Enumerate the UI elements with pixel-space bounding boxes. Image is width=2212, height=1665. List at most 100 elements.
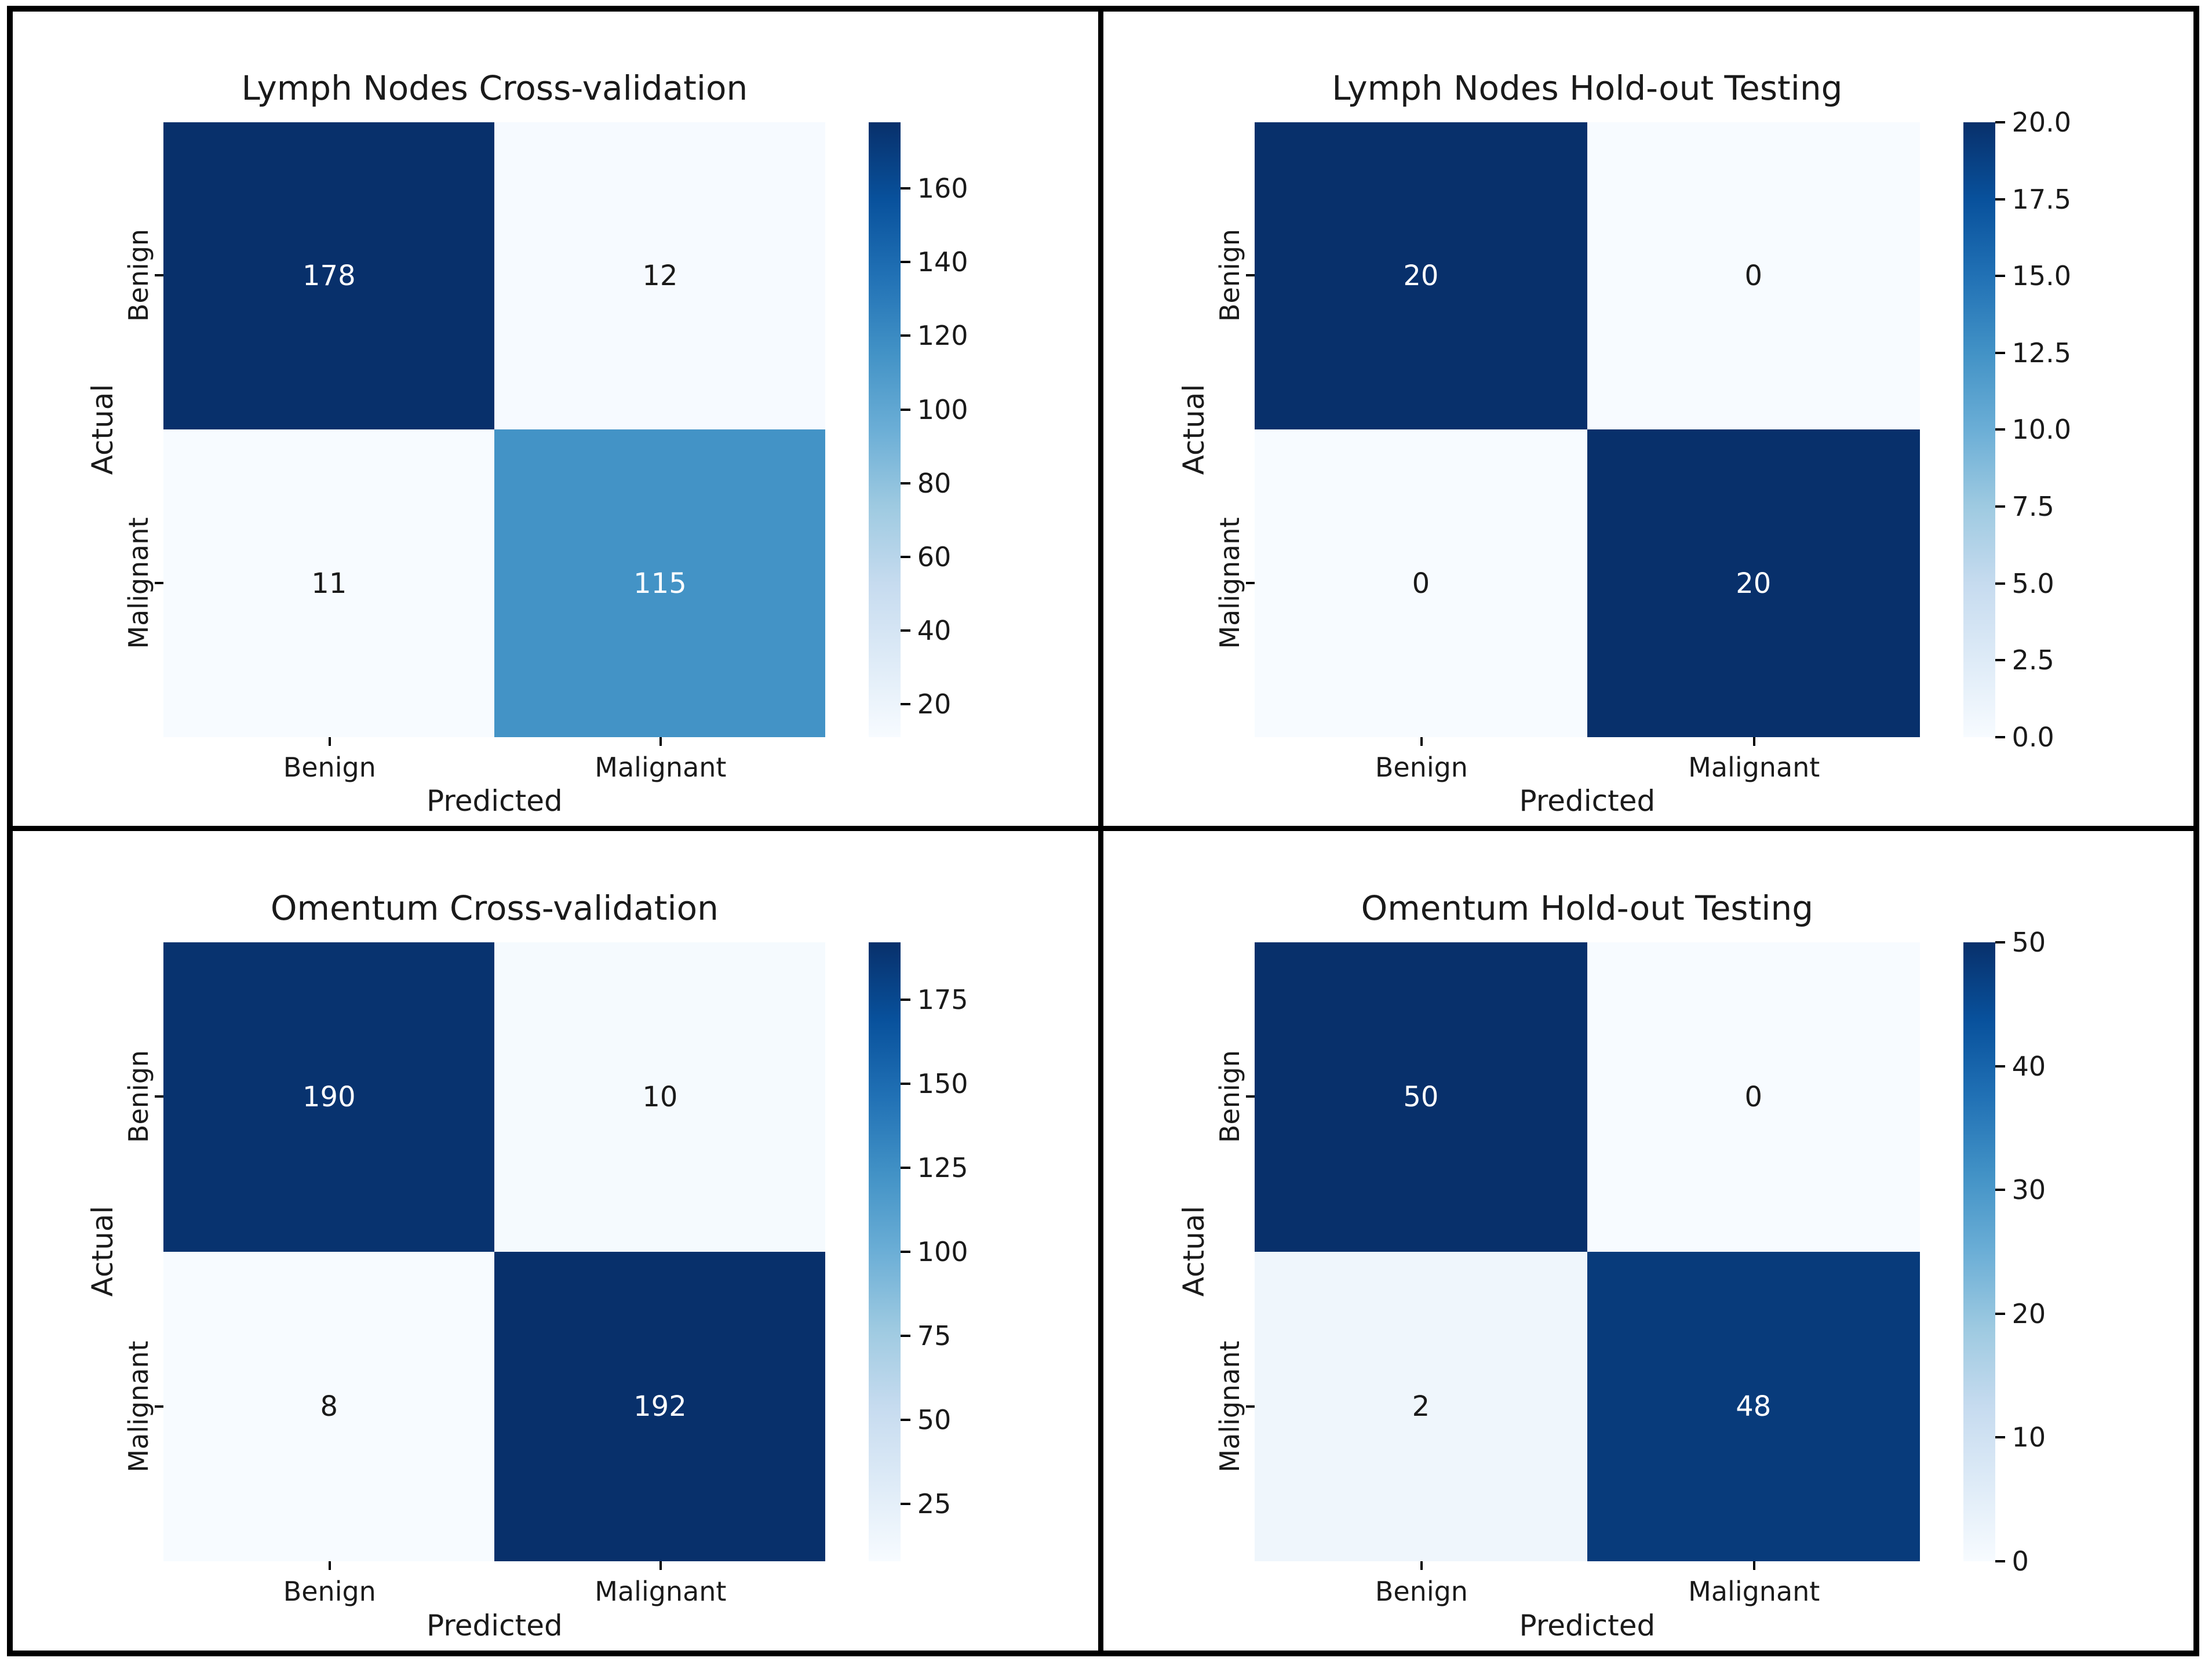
- colorbar-tick: 20: [900, 688, 952, 720]
- colorbar-tick: 100: [900, 394, 968, 425]
- matrix-cell-true-positive: 20: [1587, 429, 1920, 737]
- colorbar-tick-mark: [900, 1503, 910, 1506]
- colorbar-tick-mark: [1995, 428, 2005, 431]
- x-tick-mark: [659, 1561, 662, 1570]
- x-tick-mark: [659, 737, 662, 746]
- cell-value: 0: [1744, 260, 1763, 293]
- matrix-cell-false-negative: 0: [1255, 429, 1587, 737]
- colorbar-tick-mark: [1995, 1436, 2005, 1439]
- x-tick-label: Malignant: [595, 1576, 727, 1608]
- colorbar-tick-label: 20.0: [2011, 107, 2071, 139]
- panel-omentum-cross-validation: Omentum Cross-validation 190 10 8 192 Be…: [13, 831, 1103, 1651]
- matrix-cell-false-positive: 12: [494, 122, 826, 430]
- panel-lymph-nodes-cross-validation: Lymph Nodes Cross-validation 178 12 11 1…: [13, 12, 1103, 831]
- colorbar-tick: 17.5: [1995, 186, 2071, 213]
- colorbar-tick: 0.0: [1995, 724, 2054, 750]
- x-tick-label: Malignant: [1688, 752, 1820, 784]
- x-tick-label: Malignant: [1688, 1576, 1820, 1608]
- y-tick-mark: [155, 582, 164, 585]
- cell-value: 10: [642, 1081, 678, 1114]
- colorbar-tick-mark: [900, 702, 910, 705]
- colorbar-tick-mark: [1995, 1560, 2005, 1562]
- colorbar-tick-label: 20: [2011, 1298, 2046, 1329]
- colorbar-tick: 50: [900, 1404, 952, 1436]
- colorbar-tick-mark: [900, 187, 910, 190]
- colorbar-tick-mark: [1995, 198, 2005, 201]
- confusion-matrix-heatmap: 178 12 11 115: [163, 122, 826, 737]
- colorbar-tick-mark: [1995, 1312, 2005, 1315]
- colorbar-tick: 0: [1995, 1548, 2029, 1575]
- matrix-cell-true-negative: 190: [163, 942, 495, 1252]
- colorbar-tick-label: 125: [917, 1152, 968, 1184]
- colorbar-tick-label: 160: [917, 173, 968, 205]
- panel-title: Lymph Nodes Hold-out Testing: [1332, 68, 1843, 108]
- colorbar-tick-label: 10.0: [2011, 414, 2071, 446]
- colorbar-tick-label: 0.0: [2011, 721, 2054, 753]
- colorbar-tick: 150: [900, 1070, 968, 1097]
- colorbar-tick: 12.5: [1995, 340, 2071, 366]
- y-tick-mark: [1246, 1095, 1255, 1098]
- colorbar-tick-mark: [900, 1419, 910, 1422]
- colorbar-tick-mark: [900, 998, 910, 1001]
- x-tick-mark: [1752, 1561, 1755, 1570]
- matrix-cell-false-negative: 11: [163, 429, 495, 737]
- colorbar-tick: 175: [900, 986, 968, 1013]
- y-tick-mark: [1246, 274, 1255, 277]
- colorbar-tick-mark: [900, 1167, 910, 1169]
- panel-title: Omentum Cross-validation: [270, 888, 719, 928]
- colorbar-tick: 40: [900, 617, 951, 644]
- colorbar-tick: 10.0: [1995, 416, 2071, 443]
- colorbar-tick-label: 80: [917, 467, 952, 499]
- colorbar-tick-mark: [1995, 1065, 2005, 1068]
- colorbar-tick-label: 17.5: [2011, 183, 2071, 215]
- colorbar-tick-mark: [900, 555, 910, 558]
- colorbar-tick: 15.0: [1995, 263, 2071, 289]
- cell-value: 192: [633, 1390, 687, 1423]
- y-tick-label: Benign: [1213, 229, 1245, 322]
- colorbar-tick: 10: [1995, 1424, 2046, 1451]
- colorbar-tick-mark: [900, 482, 910, 484]
- colorbar-tick-label: 50: [917, 1404, 952, 1436]
- colorbar-tick-label: 10: [2011, 1422, 2046, 1453]
- colorbar-tick: 30: [1995, 1176, 2046, 1203]
- matrix-cell-true-positive: 192: [494, 1252, 826, 1561]
- matrix-cell-true-negative: 178: [163, 122, 495, 430]
- colorbar-tick-label: 25: [917, 1488, 952, 1520]
- colorbar-tick: 160: [900, 173, 968, 205]
- colorbar: [869, 122, 901, 737]
- colorbar-tick-mark: [900, 408, 910, 411]
- x-tick-mark: [328, 1561, 331, 1570]
- cell-value: 190: [303, 1081, 356, 1114]
- colorbar-tick: 2.5: [1995, 647, 2054, 673]
- x-tick-label: Benign: [1375, 752, 1468, 784]
- colorbar-tick-label: 60: [917, 541, 952, 573]
- x-axis-label: Predicted: [427, 784, 563, 818]
- y-axis-label: Actual: [86, 384, 120, 475]
- colorbar-tick-mark: [1995, 275, 2005, 278]
- colorbar-tick: 60: [900, 541, 952, 573]
- colorbar-tick-label: 20: [917, 688, 952, 720]
- y-tick-label: Malignant: [123, 517, 155, 649]
- confusion-matrix-heatmap: 20 0 0 20: [1255, 122, 1920, 737]
- colorbar-tick-label: 120: [917, 320, 968, 352]
- cell-value: 20: [1403, 260, 1439, 293]
- colorbar-tick-mark: [1995, 941, 2005, 944]
- y-axis-label: Actual: [86, 1206, 120, 1297]
- x-tick-label: Benign: [283, 752, 376, 784]
- colorbar-tick: 140: [900, 249, 968, 275]
- colorbar-tick-mark: [900, 1335, 910, 1338]
- panel-omentum-hold-out-testing: Omentum Hold-out Testing 50 0 2 48 Benig…: [1103, 831, 2193, 1651]
- y-tick-mark: [1246, 582, 1255, 585]
- colorbar-tick-label: 100: [917, 394, 968, 425]
- x-tick-mark: [328, 737, 331, 746]
- y-tick-label: Benign: [123, 1050, 155, 1143]
- cell-value: 48: [1736, 1390, 1772, 1423]
- matrix-cell-true-negative: 50: [1255, 942, 1587, 1252]
- colorbar-tick-mark: [900, 629, 910, 632]
- y-tick-label: Benign: [123, 229, 155, 322]
- colorbar-tick-mark: [1995, 121, 2005, 124]
- y-tick-mark: [155, 274, 164, 277]
- colorbar-tick-label: 100: [917, 1236, 968, 1268]
- x-tick-label: Benign: [283, 1576, 376, 1608]
- matrix-cell-false-positive: 10: [494, 942, 826, 1252]
